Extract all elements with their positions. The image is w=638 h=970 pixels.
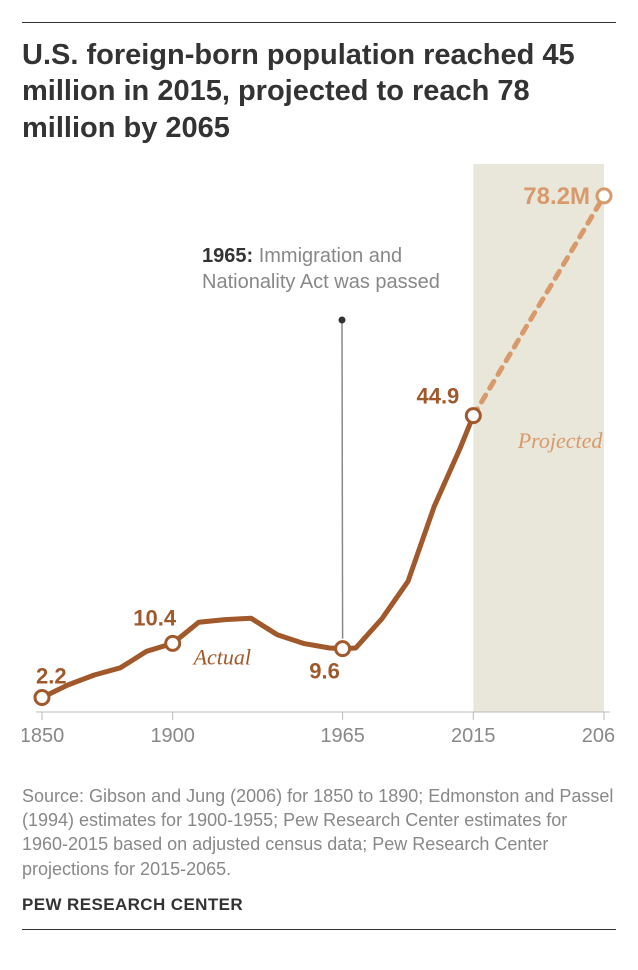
data-marker-label: 10.4	[133, 605, 177, 630]
source-note: Source: Gibson and Jung (2006) for 1850 …	[22, 784, 616, 881]
data-marker-label: 9.6	[309, 658, 340, 683]
line-chart-svg: 1850 1900 1965 2015 2065 1965: Immigration an…	[22, 154, 616, 774]
x-tick-label: 2065	[582, 725, 616, 747]
chart-title: U.S. foreign-born population reached 45 …	[22, 37, 616, 146]
data-marker	[336, 641, 350, 655]
data-marker	[166, 636, 180, 650]
data-marker	[597, 189, 611, 203]
x-tick-label: 1900	[150, 725, 195, 747]
credit-line: PEW RESEARCH CENTER	[22, 895, 616, 915]
data-marker-label: 44.9	[416, 383, 459, 408]
data-marker	[35, 690, 49, 704]
annotation-1965: 1965: Immigration andNationality Act was…	[202, 245, 440, 293]
x-tick-label: 2015	[451, 725, 496, 747]
actual-line	[42, 415, 473, 697]
annotation-leader	[342, 320, 343, 639]
top-divider	[22, 22, 616, 23]
chart-area: 1850 1900 1965 2015 2065 1965: Immigration an…	[22, 154, 616, 774]
bottom-divider	[22, 929, 616, 930]
series-label-projected: Projected	[517, 428, 604, 453]
annotation-dot	[339, 316, 346, 323]
data-marker	[466, 408, 480, 422]
x-tick-label: 1965	[320, 725, 365, 747]
series-label-actual: Actual	[192, 644, 251, 669]
x-tick-label: 1850	[22, 725, 64, 747]
data-marker-label: 2.2	[36, 663, 67, 688]
data-marker-label: 78.2M	[523, 183, 590, 210]
